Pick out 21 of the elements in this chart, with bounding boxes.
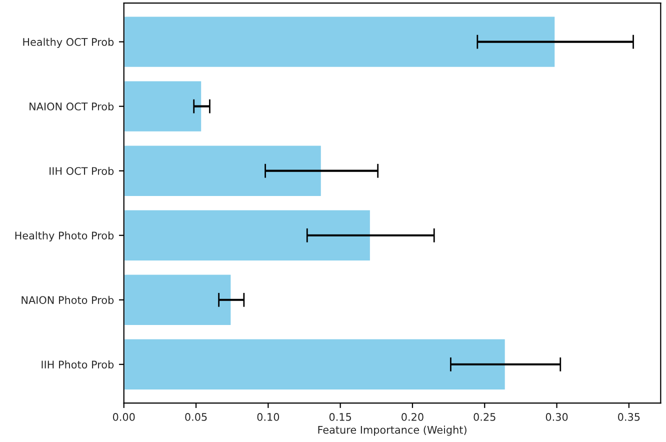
y-tick-label: NAION OCT Prob bbox=[30, 102, 114, 110]
x-tick-label: 0.35 bbox=[618, 413, 640, 421]
x-axis-title: Feature Importance (Weight) bbox=[318, 426, 466, 436]
x-tick-label: 0.10 bbox=[257, 413, 280, 421]
bar bbox=[124, 15, 556, 68]
x-tick-label: 0.15 bbox=[329, 413, 352, 421]
x-tick-label: 0.00 bbox=[112, 413, 135, 421]
bar bbox=[124, 338, 506, 391]
x-tick-label: 0.05 bbox=[185, 413, 207, 421]
bar bbox=[124, 144, 322, 198]
y-tick-label: Healthy OCT Prob bbox=[23, 38, 114, 48]
bar bbox=[124, 80, 202, 133]
x-tick-label: 0.20 bbox=[402, 413, 424, 421]
bar bbox=[124, 208, 372, 262]
y-tick-label: IIH Photo Prob bbox=[42, 360, 114, 368]
x-tick-label: 0.30 bbox=[546, 413, 568, 421]
y-tick-label: NAION Photo Prob bbox=[22, 296, 114, 304]
bar bbox=[124, 273, 232, 326]
y-tick-label: IIH OCT Prob bbox=[50, 166, 114, 175]
x-tick-label: 0.25 bbox=[474, 413, 496, 421]
y-tick-label: Healthy Photo Prob bbox=[15, 231, 114, 242]
